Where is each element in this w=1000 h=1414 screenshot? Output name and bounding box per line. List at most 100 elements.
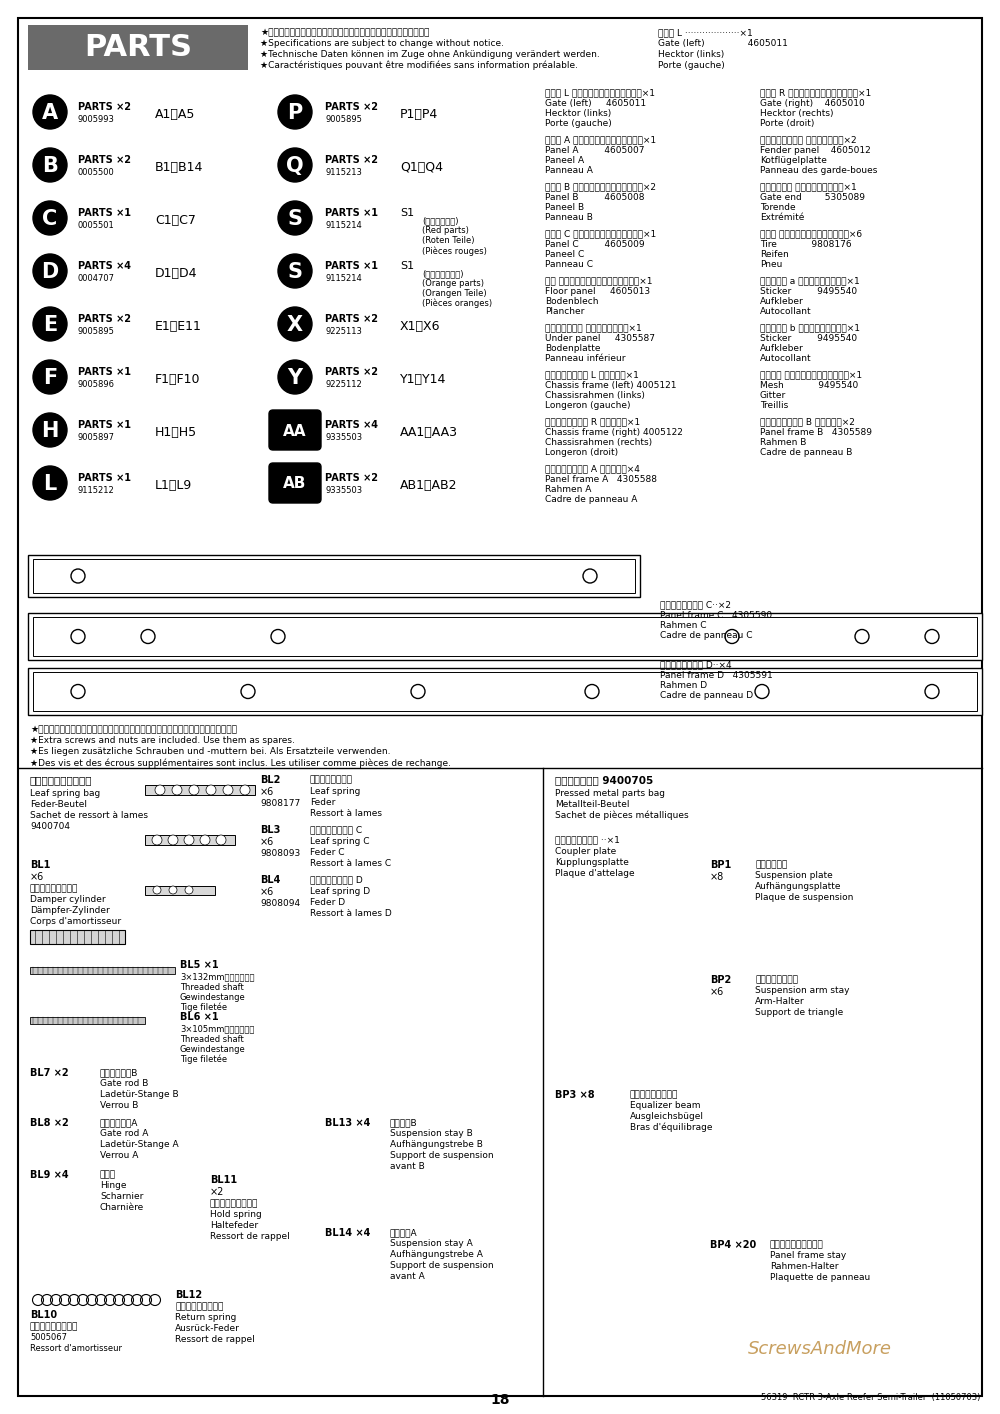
Text: 9115212: 9115212	[78, 486, 115, 495]
Text: Verrou A: Verrou A	[100, 1151, 138, 1159]
Text: Chassisrahmen (rechts): Chassisrahmen (rechts)	[545, 438, 652, 447]
Text: Panel frame stay: Panel frame stay	[770, 1251, 846, 1260]
Text: ★Technische Daten können im Zuge ohne Ankündigung verändert werden.: ★Technische Daten können im Zuge ohne An…	[260, 49, 600, 59]
Text: Gate (right)    4605010: Gate (right) 4605010	[760, 99, 865, 107]
Text: Aufhängungstrebe A: Aufhängungstrebe A	[390, 1250, 483, 1258]
Circle shape	[755, 684, 769, 699]
Text: 9335503: 9335503	[325, 433, 362, 443]
Text: PARTS ×1: PARTS ×1	[78, 208, 131, 218]
Text: Aufkleber: Aufkleber	[760, 297, 804, 305]
Text: Paneel C: Paneel C	[545, 250, 584, 259]
Text: PARTS ×2: PARTS ×2	[78, 102, 131, 112]
Text: Equalizer beam: Equalizer beam	[630, 1102, 700, 1110]
Text: Hecktor (links): Hecktor (links)	[545, 109, 611, 117]
Text: Gate (left)               4605011: Gate (left) 4605011	[658, 40, 788, 48]
Text: BP2: BP2	[710, 976, 731, 986]
Text: (Orange parts): (Orange parts)	[422, 279, 484, 288]
Text: ダンパースプリング: ダンパースプリング	[30, 1322, 78, 1331]
Text: BL6 ×1: BL6 ×1	[180, 1012, 219, 1022]
Text: 9115214: 9115214	[325, 274, 362, 283]
Text: サスプレート: サスプレート	[755, 860, 787, 870]
Text: Metallteil-Beutel: Metallteil-Beutel	[555, 800, 630, 809]
Circle shape	[925, 629, 939, 643]
Text: ゲートエンド ・・・・・・・・・×1: ゲートエンド ・・・・・・・・・×1	[760, 182, 857, 191]
Text: パネル A ・・・・・・・・・・・・・×1: パネル A ・・・・・・・・・・・・・×1	[545, 134, 656, 144]
Text: Leaf spring bag: Leaf spring bag	[30, 789, 100, 797]
Text: Porte (droit): Porte (droit)	[760, 119, 814, 129]
Text: Ressort d'amortisseur: Ressort d'amortisseur	[30, 1343, 122, 1353]
Text: ScrewsAndMore: ScrewsAndMore	[748, 1340, 892, 1357]
Text: Panel frame D   4305591: Panel frame D 4305591	[660, 672, 773, 680]
Text: Gate end        5305089: Gate end 5305089	[760, 192, 865, 202]
Text: (Roten Teile): (Roten Teile)	[422, 236, 475, 245]
Circle shape	[169, 887, 177, 894]
Text: 0005500: 0005500	[78, 168, 115, 177]
Text: (Pièces oranges): (Pièces oranges)	[422, 298, 492, 308]
Text: コーナーフレーム D··×4: コーナーフレーム D··×4	[660, 660, 732, 669]
Text: Feder: Feder	[310, 797, 335, 807]
Text: サステーB: サステーB	[390, 1118, 418, 1127]
Text: Sachet de pièces métalliques: Sachet de pièces métalliques	[555, 812, 689, 820]
Bar	[30, 967, 175, 974]
Circle shape	[33, 201, 67, 235]
Text: Rahmen B: Rahmen B	[760, 438, 806, 447]
Text: 床板 ・・・・・・・・・・・・・・・×1: 床板 ・・・・・・・・・・・・・・・×1	[545, 276, 652, 286]
Text: Tire            9808176: Tire 9808176	[760, 240, 852, 249]
Text: Bodenplatte: Bodenplatte	[545, 344, 600, 354]
Text: (オレンジパーツ): (オレンジパーツ)	[422, 269, 464, 279]
Text: Arm-Halter: Arm-Halter	[755, 997, 805, 1005]
Text: Feder-Beutel: Feder-Beutel	[30, 800, 87, 809]
Text: PARTS ×4: PARTS ×4	[325, 420, 378, 430]
Text: P: P	[287, 103, 303, 123]
Text: 9115214: 9115214	[325, 221, 362, 230]
Text: Ausrück-Feder: Ausrück-Feder	[175, 1324, 240, 1333]
Text: Panel frame B   4305589: Panel frame B 4305589	[760, 428, 872, 437]
Circle shape	[271, 629, 285, 643]
Text: サステーA: サステーA	[390, 1227, 418, 1237]
Text: (Red parts): (Red parts)	[422, 226, 469, 235]
Text: Panneau des garde-boues: Panneau des garde-boues	[760, 165, 877, 175]
Text: ステッカー b ・・・・・・・・・×1: ステッカー b ・・・・・・・・・×1	[760, 322, 860, 332]
Text: パネルフレームステー: パネルフレームステー	[770, 1240, 824, 1249]
Text: Y1～Y14: Y1～Y14	[400, 373, 446, 386]
Text: 9005993: 9005993	[78, 115, 115, 124]
Text: (Orangen Teile): (Orangen Teile)	[422, 288, 487, 298]
Text: Hinge: Hinge	[100, 1181, 126, 1191]
Text: BL4: BL4	[260, 875, 280, 885]
Text: 56319  RCTR 3-Axle Reefer Semi-Trailer  (11050703): 56319 RCTR 3-Axle Reefer Semi-Trailer (1…	[761, 1393, 980, 1403]
Text: Torende: Torende	[760, 204, 796, 212]
Bar	[28, 614, 982, 660]
Text: ×6: ×6	[260, 788, 274, 797]
Bar	[33, 672, 977, 711]
Text: Suspension stay A: Suspension stay A	[390, 1239, 473, 1249]
Text: Suspension plate: Suspension plate	[755, 871, 833, 880]
Text: Hold spring: Hold spring	[210, 1210, 262, 1219]
Text: Feder D: Feder D	[310, 898, 345, 906]
Text: Longeron (gauche): Longeron (gauche)	[545, 402, 631, 410]
Circle shape	[168, 836, 178, 846]
Text: L: L	[43, 474, 57, 493]
Text: Verrou B: Verrou B	[100, 1102, 138, 1110]
Text: 9808094: 9808094	[260, 899, 300, 908]
Text: PARTS ×1: PARTS ×1	[325, 208, 378, 218]
Text: BL14 ×4: BL14 ×4	[325, 1227, 370, 1239]
Text: ★Caractéristiques pouvant être modifiées sans information préalable.: ★Caractéristiques pouvant être modifiées…	[260, 61, 578, 71]
Text: ゲート R ・・・・・・・・・・・・・×1: ゲート R ・・・・・・・・・・・・・×1	[760, 88, 871, 98]
Text: C1～C7: C1～C7	[155, 214, 196, 228]
Text: BL3: BL3	[260, 824, 280, 836]
Text: Chassis frame (right) 4005122: Chassis frame (right) 4005122	[545, 428, 683, 437]
Text: Longeron (droit): Longeron (droit)	[545, 448, 618, 457]
Circle shape	[33, 413, 67, 447]
Text: Cadre de panneau B: Cadre de panneau B	[760, 448, 852, 457]
Text: S: S	[288, 262, 302, 281]
Text: PARTS ×2: PARTS ×2	[325, 102, 378, 112]
Text: Chassisrahmen (links): Chassisrahmen (links)	[545, 392, 645, 400]
Text: avant A: avant A	[390, 1273, 425, 1281]
Text: Gate rod B: Gate rod B	[100, 1079, 148, 1087]
Text: ×6: ×6	[710, 987, 724, 997]
Text: Cadre de panneau A: Cadre de panneau A	[545, 495, 637, 503]
Text: Ressort de rappel: Ressort de rappel	[210, 1232, 290, 1241]
Text: Sticker         9495540: Sticker 9495540	[760, 287, 857, 296]
Text: Rahmen D: Rahmen D	[660, 682, 707, 690]
Text: Extrémité: Extrémité	[760, 214, 804, 222]
